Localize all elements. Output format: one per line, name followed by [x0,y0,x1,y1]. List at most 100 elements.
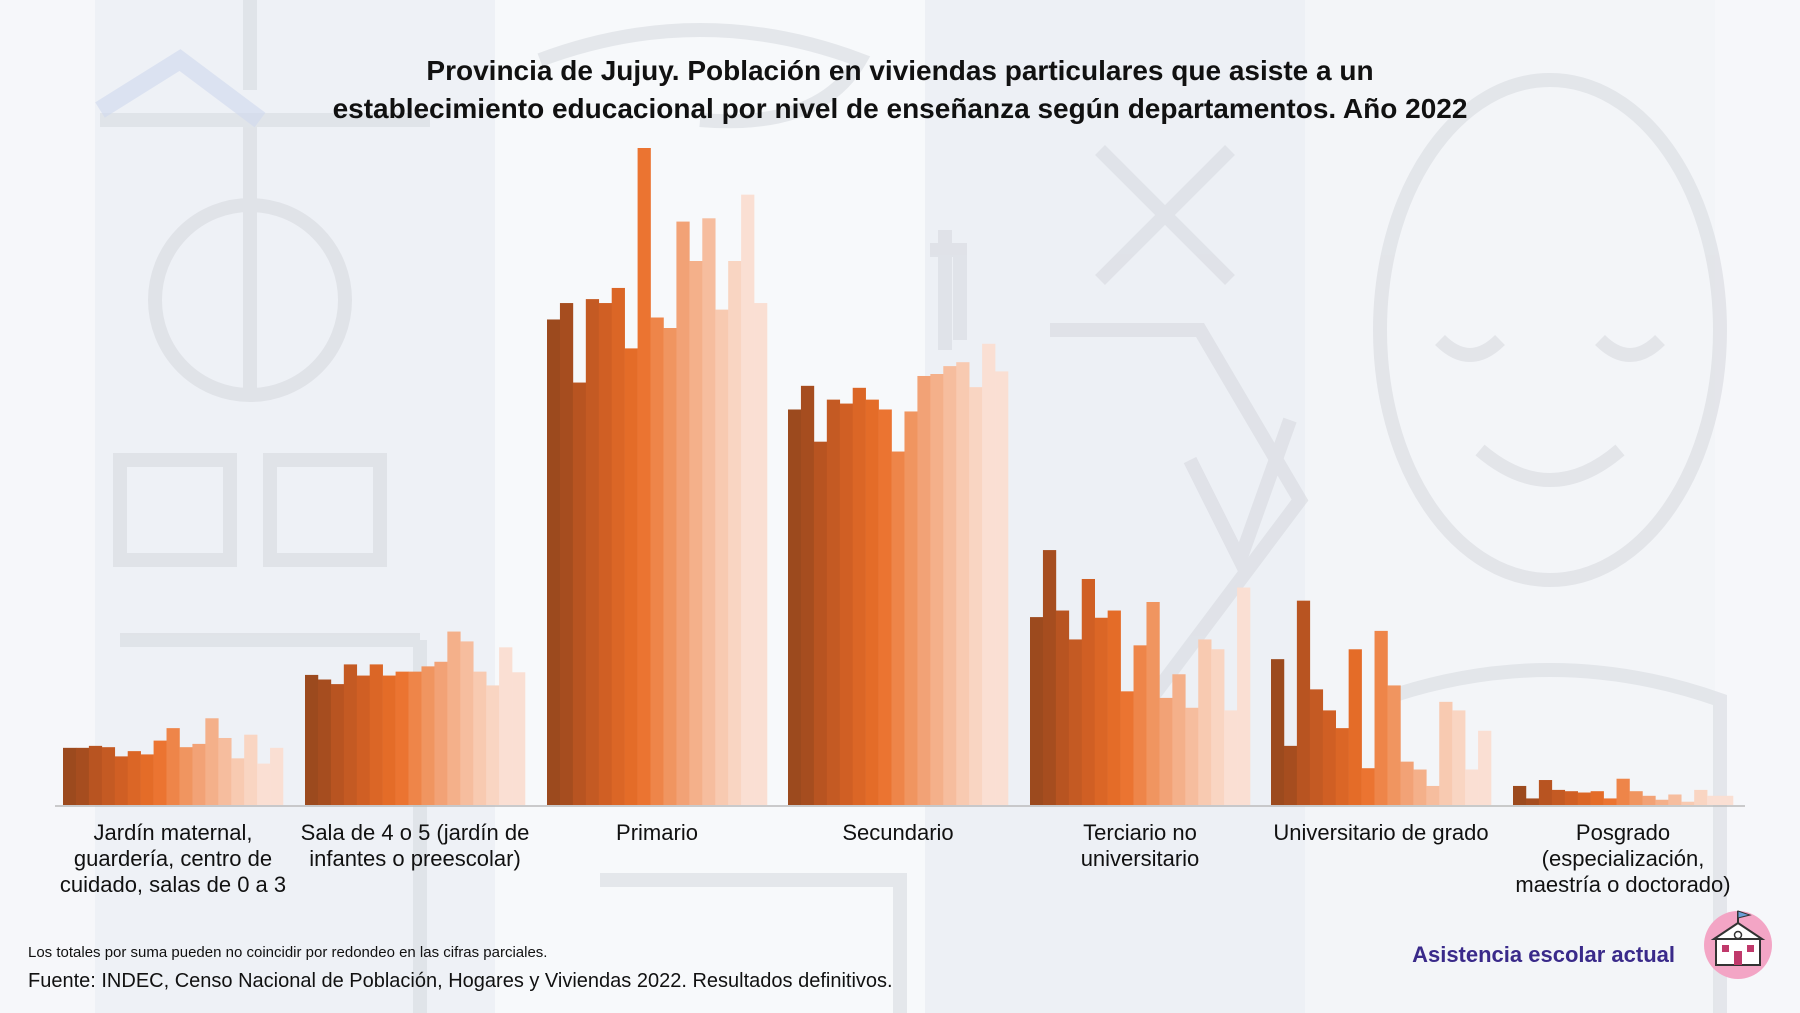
bar [218,737,232,805]
bar [1094,617,1108,805]
bar [244,734,258,805]
bar [1577,792,1591,805]
section-tag: Asistencia escolar actual [1412,942,1675,967]
bar-group-5 [1271,600,1492,805]
bar [447,631,461,805]
bar [813,441,828,805]
bar [930,374,944,805]
bar [891,451,905,805]
bar [473,671,487,805]
bar [1322,710,1336,805]
bar [343,664,358,805]
bar [904,411,918,805]
bar [1068,639,1083,805]
bar [499,647,513,805]
category-label: Jardín maternal, guardería, centro de cuid… [53,820,293,898]
bar [1185,707,1199,805]
bar [382,675,396,805]
bar [917,375,931,805]
bar-group-3 [788,343,1009,805]
bar [395,671,409,805]
bar [1564,791,1578,805]
bar [995,371,1009,805]
bar [270,747,284,805]
bar [1211,649,1225,805]
bar [1452,710,1466,805]
bar [460,641,474,805]
bar [1525,798,1540,805]
bar [1655,799,1669,805]
bar [956,362,970,805]
bar [179,747,193,805]
bar [1374,630,1388,805]
bar [512,672,526,805]
bar [1159,697,1173,805]
category-label-line: Secundario [842,820,954,845]
bar [1224,710,1238,805]
bar [826,399,841,805]
bar [865,399,879,805]
category-label-line: (especialización, [1541,846,1705,871]
bar [330,684,345,805]
category-label-line: Terciario no [1083,820,1197,845]
category-label-line: Jardín maternal, [93,820,253,845]
bar [1478,730,1492,805]
bar [547,319,561,805]
bar [63,747,77,805]
bar [611,287,625,805]
bar [317,679,332,805]
bar [1387,685,1401,805]
bar [205,718,219,805]
bar [1107,610,1121,805]
bar [637,148,651,805]
bar [1283,745,1298,805]
bar [1361,768,1375,805]
bar [1030,617,1044,805]
bar [689,261,703,805]
bar [114,756,128,805]
bar-group-4 [1030,550,1251,805]
bar [1720,795,1734,805]
bar [598,303,612,805]
bar [1513,785,1527,805]
bar [1335,728,1349,805]
category-label-line: guardería, centro de [73,846,273,871]
bar [1296,600,1311,805]
bar [140,754,154,805]
bar [728,261,742,805]
category-label-line: universitario [1080,846,1200,871]
bar [486,685,500,805]
bar [1707,795,1721,805]
bar [153,740,167,805]
bar [585,299,600,805]
bar [788,409,802,805]
bar [741,194,755,805]
bar [75,747,90,805]
bar [715,309,729,805]
bar [1081,578,1095,805]
bar [839,403,853,805]
category-label-line: Universitario de grado [1273,820,1489,845]
category-label-line: Posgrado [1575,820,1671,845]
bar [943,366,957,805]
category-label: Posgrado (especialización, maestría o doct… [1503,820,1743,898]
bar [676,221,690,805]
bar [1348,649,1362,805]
bar [257,763,271,805]
category-label-line: cuidado, salas de 0 a 3 [59,872,287,897]
bar [1603,798,1617,805]
bar [1055,610,1070,805]
bar [101,747,116,805]
bar [1616,778,1630,805]
category-label-line: Primario [616,820,698,845]
category-label-line: maestría o doctorado) [1515,872,1731,897]
bar [1590,791,1604,805]
bar [421,666,435,805]
bar [1551,789,1566,805]
bar [1426,785,1440,805]
bar [754,303,768,805]
bar [1668,794,1682,805]
bar [650,317,664,805]
bar [127,751,141,805]
